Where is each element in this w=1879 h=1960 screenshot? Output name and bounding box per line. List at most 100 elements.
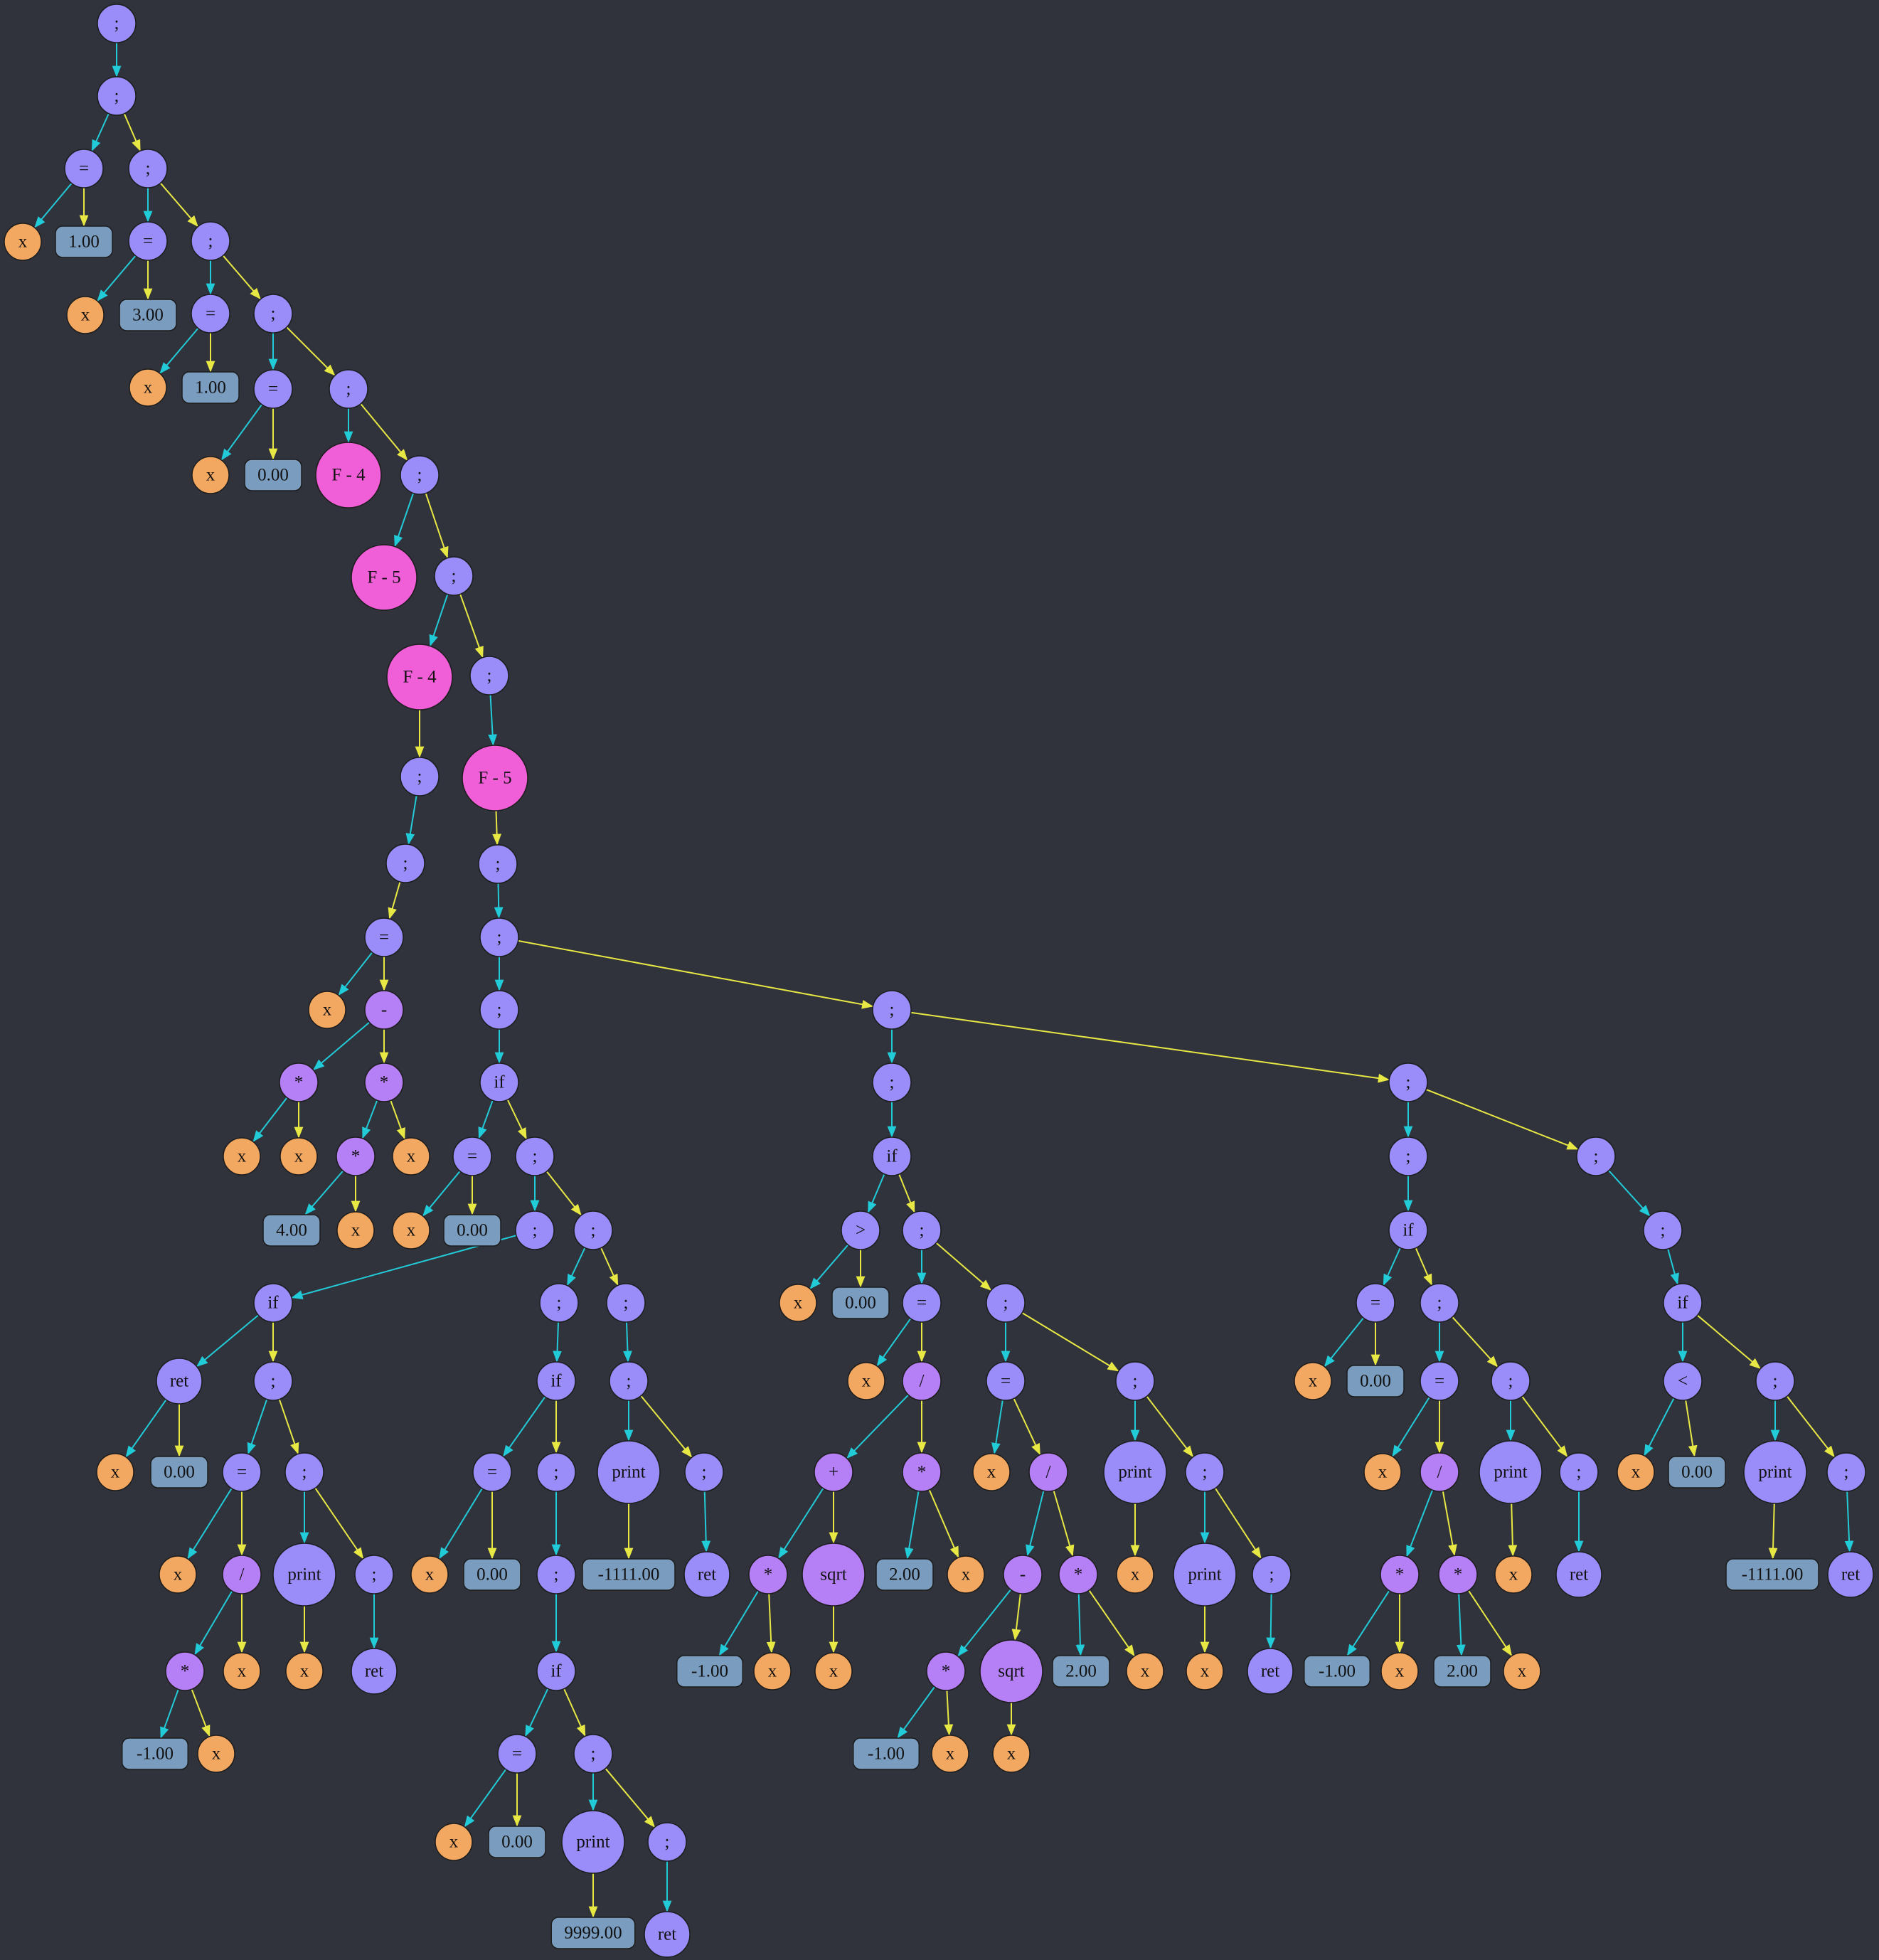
- node-0-00: 0.00: [1668, 1456, 1726, 1488]
- node-ret: ret: [1555, 1551, 1602, 1598]
- node-label: =: [1001, 1372, 1011, 1391]
- node-label: x: [18, 233, 28, 252]
- node-shape: [4, 223, 42, 261]
- node-shape: [1003, 1555, 1043, 1594]
- edge-left: [991, 1400, 1004, 1454]
- node-shape: [400, 455, 440, 495]
- node-label: ;: [487, 666, 492, 686]
- node-label: ;: [302, 1463, 307, 1482]
- node-x: x: [336, 1211, 375, 1250]
- node-label: ;: [627, 1372, 632, 1391]
- edge-left: [1346, 1590, 1390, 1656]
- node-multiply: *: [1438, 1555, 1478, 1594]
- node-label: x: [1131, 1565, 1140, 1584]
- node-label: *: [917, 1463, 927, 1482]
- node-label: if: [1677, 1294, 1688, 1313]
- node-assign: =: [64, 149, 104, 188]
- node-label: 0.00: [501, 1833, 533, 1852]
- node-label: F - 5: [367, 568, 400, 587]
- node-shape: [463, 1558, 521, 1591]
- node-semicolon: ;: [97, 76, 137, 116]
- node-semicolon: ;: [647, 1822, 687, 1862]
- node-ret: ret: [351, 1648, 398, 1695]
- edge-layer: [34, 43, 1854, 1918]
- node-shape: [159, 1555, 197, 1594]
- node-x: x: [392, 1211, 430, 1250]
- edge-left: [876, 1318, 912, 1367]
- node-0-00: 0.00: [1346, 1365, 1405, 1397]
- node-semicolon: ;: [573, 1210, 613, 1250]
- edge-right: [928, 1489, 959, 1558]
- node-label: x: [294, 1147, 304, 1166]
- node-shape: [351, 1648, 398, 1695]
- node-shape: [1363, 1453, 1402, 1491]
- node-label: x: [425, 1565, 435, 1584]
- node-shape: [478, 844, 518, 884]
- edge-right: [459, 594, 484, 659]
- edge-left: [1324, 1317, 1364, 1368]
- node-0-00: 0.00: [463, 1558, 521, 1591]
- node-if: if: [536, 1361, 576, 1401]
- edge-right: [545, 1171, 582, 1216]
- node-shape: [223, 1137, 261, 1176]
- node-shape: [191, 221, 230, 261]
- node-semicolon: ;: [515, 1210, 555, 1250]
- edge-right: [1425, 1088, 1579, 1150]
- node-0-00: 0.00: [488, 1826, 546, 1858]
- node-multiply: *: [926, 1651, 966, 1691]
- node-shape: [1663, 1283, 1703, 1323]
- node-semicolon: ;: [253, 1361, 293, 1401]
- node-shape: [1576, 1136, 1616, 1176]
- edge-right: [898, 1173, 915, 1213]
- node-label: if: [494, 1073, 505, 1092]
- node-divide: /: [902, 1361, 942, 1401]
- edge-left: [1266, 1593, 1276, 1649]
- node-semicolon: ;: [1755, 1361, 1795, 1401]
- node-label: -: [1020, 1565, 1026, 1584]
- node-label: 0.00: [257, 466, 289, 485]
- node-1-00: -1.00: [676, 1655, 743, 1688]
- edge-left: [867, 1173, 885, 1213]
- node-x: x: [1363, 1453, 1402, 1491]
- node-semicolon: ;: [1115, 1361, 1155, 1401]
- node-label: x: [238, 1147, 247, 1166]
- edge-right: [910, 1011, 1390, 1083]
- node-label: =: [206, 304, 215, 324]
- node-label: x: [1509, 1565, 1518, 1584]
- node-shape: [66, 296, 105, 334]
- node-shape: [1755, 1361, 1795, 1401]
- node-label: ret: [1570, 1565, 1588, 1584]
- node-semicolon: ;: [539, 1283, 579, 1323]
- node-label: ret: [1261, 1662, 1279, 1681]
- node-label: 0.00: [164, 1463, 195, 1482]
- node-label: x: [174, 1565, 183, 1584]
- node-shape: [1247, 1648, 1294, 1695]
- node-semicolon: ;: [1559, 1452, 1599, 1492]
- node-assign: =: [253, 369, 293, 409]
- node-label: ;: [1406, 1073, 1411, 1092]
- node-label: ;: [271, 1372, 276, 1391]
- node-label: =: [143, 232, 153, 251]
- node-label: ;: [533, 1221, 538, 1240]
- node-label: *: [1454, 1565, 1463, 1584]
- node-shape: [181, 371, 240, 404]
- node-shape: [1304, 1655, 1370, 1688]
- node-label: *: [1395, 1565, 1405, 1584]
- node-multiply: *: [1380, 1555, 1420, 1594]
- edge-left: [1383, 1247, 1401, 1286]
- node-shape: [1126, 1652, 1164, 1690]
- node-x: x: [66, 296, 105, 334]
- node-print: print: [597, 1440, 661, 1504]
- node-x: x: [191, 456, 230, 494]
- node-shape: [1827, 1551, 1874, 1598]
- edge-left: [623, 1321, 632, 1363]
- node-label: print: [1118, 1463, 1151, 1482]
- node-label: x: [946, 1745, 955, 1764]
- node-shape: [336, 1136, 376, 1176]
- edge-right: [1088, 1589, 1135, 1657]
- node-assign: =: [472, 1452, 512, 1492]
- node-x: x: [129, 368, 167, 407]
- node-semicolon: ;: [609, 1361, 649, 1401]
- node-label: if: [886, 1147, 898, 1166]
- node-shape: [64, 149, 104, 188]
